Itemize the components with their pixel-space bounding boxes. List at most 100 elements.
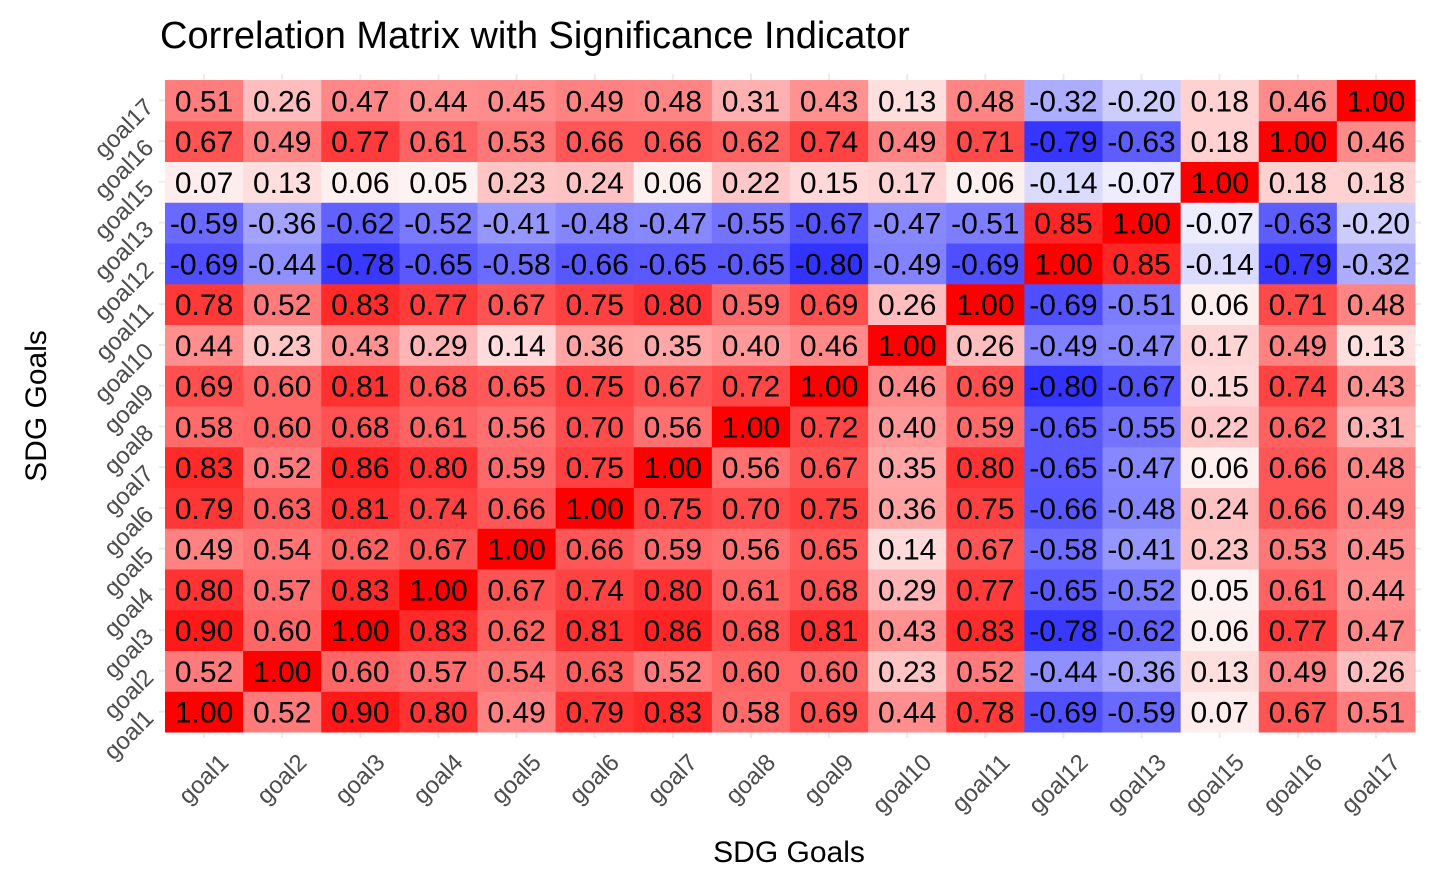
heatmap-cell-goal15-goal15 <box>1180 161 1260 203</box>
heatmap-cell-goal3-goal9 <box>790 609 869 651</box>
heatmap-cell-goal17-goal13 <box>1102 80 1182 122</box>
x-axis-ticks: goal1 goal2 goal3 goal4 goal5 goal6 goal7 goal8… <box>174 749 1406 819</box>
cell-label-goal13-goal5: -0.41 <box>482 208 550 241</box>
heatmap-cell-goal5-goal9 <box>790 528 869 570</box>
heatmap-cell-goal2-goal16 <box>1258 650 1338 692</box>
heatmap-cell-goal5-goal10 <box>868 528 947 570</box>
heatmap-cell-goal17-goal11 <box>946 80 1025 122</box>
cell-label-goal3-goal3: 1.00 <box>331 615 389 648</box>
cell-label-goal4-goal1: 0.80 <box>175 574 233 607</box>
cell-label-goal1-goal17: 0.51 <box>1347 697 1405 730</box>
cell-label-goal7-goal2: 0.52 <box>253 452 311 485</box>
cell-label-goal1-goal6: 0.79 <box>565 697 623 730</box>
x-tick-label-goal10: goal10 <box>867 749 937 819</box>
cell-label-goal17-goal10: 0.13 <box>878 85 936 118</box>
heatmap-cell-goal17-goal4 <box>399 80 478 122</box>
heatmap-cell-goal4-goal2 <box>243 569 322 611</box>
cell-label-goal4-goal10: 0.29 <box>878 574 936 607</box>
cell-label-goal17-goal5: 0.45 <box>487 85 545 118</box>
x-tick-label-goal16: goal16 <box>1258 749 1328 819</box>
heatmap-cell-goal2-goal2 <box>243 650 322 692</box>
cell-label-goal3-goal15: 0.06 <box>1190 615 1248 648</box>
cell-label-goal3-goal9: 0.81 <box>800 615 858 648</box>
heatmap-cell-goal11-goal5 <box>477 283 557 325</box>
heatmap-cell-goal11-goal4 <box>399 283 478 325</box>
cell-label-goal7-goal9: 0.67 <box>800 452 858 485</box>
heatmap-cell-goal17-goal1 <box>165 80 244 122</box>
cell-label-goal3-goal7: 0.86 <box>644 615 702 648</box>
cell-label-goal4-goal7: 0.80 <box>644 574 702 607</box>
cell-label-goal2-goal7: 0.52 <box>644 656 702 689</box>
heatmap-cell-goal11-goal12 <box>1024 283 1103 325</box>
heatmap-cell-goal16-goal15 <box>1180 120 1260 162</box>
cell-label-goal3-goal10: 0.43 <box>878 615 936 648</box>
heatmap-cell-goal13-goal12 <box>1024 202 1103 244</box>
cell-label-goal10-goal1: 0.44 <box>175 330 233 363</box>
heatmap-cell-goal3-goal4 <box>399 609 478 651</box>
cell-label-goal5-goal13: -0.41 <box>1107 534 1175 567</box>
cell-label-goal1-goal12: -0.69 <box>1029 697 1097 730</box>
heatmap-cell-goal13-goal7 <box>633 202 713 244</box>
heatmap-cell-goal15-goal6 <box>555 161 635 203</box>
heatmap-cell-goal3-goal10 <box>868 609 947 651</box>
x-tick-label-goal9: goal9 <box>799 749 860 810</box>
x-tick-label-goal13: goal13 <box>1102 749 1172 819</box>
cell-label-goal3-goal1: 0.90 <box>175 615 233 648</box>
heatmap-cell-goal3-goal6 <box>555 609 635 651</box>
heatmap-cell-goal7-goal10 <box>868 446 947 488</box>
heatmap-cell-goal9-goal15 <box>1180 365 1260 407</box>
cell-label-goal4-goal17: 0.44 <box>1347 574 1405 607</box>
heatmap-cell-goal9-goal3 <box>321 365 400 407</box>
heatmap-cell-goal11-goal10 <box>868 283 947 325</box>
heatmap-cell-goal12-goal9 <box>790 243 869 285</box>
cell-label-goal9-goal13: -0.67 <box>1107 371 1175 404</box>
heatmap-cell-goal3-goal11 <box>946 609 1025 651</box>
heatmap-cell-goal8-goal12 <box>1024 406 1103 448</box>
cell-label-goal1-goal16: 0.67 <box>1269 697 1327 730</box>
heatmap-cell-goal4-goal6 <box>555 569 635 611</box>
x-tick-label-goal11: goal11 <box>947 749 1016 818</box>
heatmap-cell-goal8-goal6 <box>555 406 635 448</box>
cell-label-goal7-goal8: 0.56 <box>722 452 780 485</box>
heatmap-cell-goal3-goal16 <box>1258 609 1338 651</box>
heatmap-cell-goal12-goal17 <box>1336 243 1416 285</box>
heatmap-cell-goal16-goal12 <box>1024 120 1103 162</box>
cell-label-goal15-goal7: 0.06 <box>644 167 702 200</box>
heatmap-cell-goal13-goal10 <box>868 202 947 244</box>
heatmap-cell-goal12-goal10 <box>868 243 947 285</box>
heatmap-cell-goal10-goal2 <box>243 324 322 366</box>
heatmap-cell-goal1-goal12 <box>1024 691 1103 733</box>
heatmap-cell-goal9-goal11 <box>946 365 1025 407</box>
cell-label-goal15-goal17: 0.18 <box>1347 167 1405 200</box>
x-tick-label-goal4: goal4 <box>408 749 469 810</box>
heatmap-cell-goal6-goal10 <box>868 487 947 529</box>
heatmap-cells <box>165 80 1416 733</box>
heatmap-cell-goal15-goal1 <box>165 161 244 203</box>
heatmap-cell-goal7-goal16 <box>1258 446 1338 488</box>
heatmap-cell-goal13-goal15 <box>1180 202 1260 244</box>
cell-label-goal8-goal7: 0.56 <box>644 411 702 444</box>
heatmap-cell-goal9-goal4 <box>399 365 478 407</box>
cell-label-goal15-goal5: 0.23 <box>487 167 545 200</box>
cell-label-goal11-goal9: 0.69 <box>800 289 858 322</box>
heatmap-cell-goal11-goal8 <box>711 283 791 325</box>
heatmap-cell-goal6-goal5 <box>477 487 557 529</box>
heatmap-cell-goal7-goal2 <box>243 446 322 488</box>
heatmap-cell-goal17-goal8 <box>711 80 791 122</box>
heatmap-cell-goal12-goal11 <box>946 243 1025 285</box>
cell-label-goal5-goal8: 0.56 <box>722 534 780 567</box>
heatmap-cell-goal6-goal12 <box>1024 487 1103 529</box>
cell-label-goal12-goal17: -0.32 <box>1342 248 1410 281</box>
heatmap-cell-goal17-goal3 <box>321 80 400 122</box>
heatmap-cell-goal11-goal13 <box>1102 283 1182 325</box>
cell-label-goal2-goal16: 0.49 <box>1269 656 1327 689</box>
cell-label-goal11-goal3: 0.83 <box>331 289 389 322</box>
heatmap-cell-goal5-goal1 <box>165 528 244 570</box>
cell-label-goal5-goal4: 0.67 <box>409 534 467 567</box>
cell-label-goal4-goal3: 0.83 <box>331 574 389 607</box>
cell-label-goal4-goal6: 0.74 <box>565 574 623 607</box>
heatmap-cell-goal17-goal6 <box>555 80 635 122</box>
heatmap-cell-goal1-goal3 <box>321 691 400 733</box>
cell-label-goal11-goal6: 0.75 <box>565 289 623 322</box>
